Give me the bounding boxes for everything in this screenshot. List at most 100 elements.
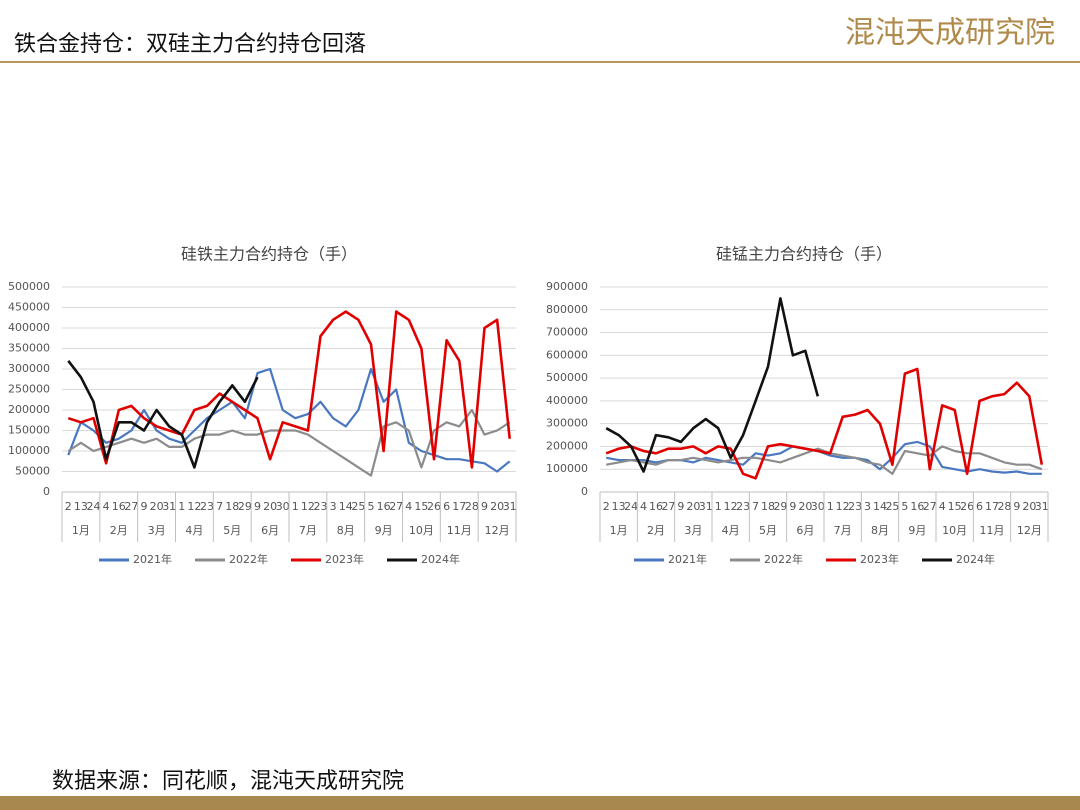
y-tick-label: 150000 <box>8 424 50 437</box>
x-tick-label: 18 <box>761 500 775 513</box>
y-tick-label: 300000 <box>8 362 50 375</box>
month-label: 12月 <box>485 524 510 537</box>
y-tick-label: 200000 <box>546 439 588 452</box>
x-tick-label: 9 <box>677 500 684 513</box>
y-tick-label: 0 <box>581 485 588 498</box>
x-tick-label: 16 <box>910 500 924 513</box>
x-tick-label: 23 <box>736 500 750 513</box>
x-tick-label: 20 <box>263 500 277 513</box>
x-tick-label: 27 <box>923 500 937 513</box>
x-tick-label: 2 <box>65 500 72 513</box>
legend-label: 2021年 <box>668 552 707 566</box>
month-label: 1月 <box>72 524 90 537</box>
x-tick-label: 27 <box>389 500 403 513</box>
y-tick-label: 450000 <box>8 301 50 314</box>
x-tick-label: 26 <box>427 500 441 513</box>
y-tick-label: 900000 <box>546 280 588 293</box>
series-line <box>67 310 511 469</box>
x-tick-label: 9 <box>1013 500 1020 513</box>
x-tick-label: 2 <box>603 500 610 513</box>
month-label: 10月 <box>942 524 967 537</box>
month-label: 3月 <box>684 524 702 537</box>
x-tick-label: 23 <box>200 500 214 513</box>
x-tick-label: 12 <box>187 500 201 513</box>
y-tick-label: 350000 <box>8 342 50 355</box>
x-tick-label: 23 <box>848 500 862 513</box>
slide-title: 铁合金持仓：双硅主力合约持仓回落 <box>14 32 366 57</box>
x-tick-label: 1 <box>178 500 185 513</box>
logo: 混沌天成研究院 <box>845 16 1055 51</box>
series-line <box>67 367 511 473</box>
x-tick-label: 1 <box>292 500 299 513</box>
x-tick-label: 3 <box>330 500 337 513</box>
x-tick-label: 16 <box>377 500 391 513</box>
month-label: 10月 <box>409 524 434 537</box>
month-label: 7月 <box>299 524 317 537</box>
x-tick-label: 1 <box>827 500 834 513</box>
chart-title: 硅铁主力合约持仓（手） <box>181 245 357 264</box>
x-tick-label: 29 <box>773 500 787 513</box>
month-label: 1月 <box>610 524 628 537</box>
x-tick-label: 4 <box>103 500 110 513</box>
y-tick-label: 250000 <box>8 383 50 396</box>
legend-label: 2023年 <box>325 552 364 566</box>
month-label: 5月 <box>223 524 241 537</box>
x-tick-label: 20 <box>150 500 164 513</box>
x-tick-label: 16 <box>112 500 126 513</box>
legend-label: 2024年 <box>421 552 460 566</box>
month-label: 6月 <box>261 524 279 537</box>
x-tick-label: 7 <box>216 500 223 513</box>
x-tick-label: 23 <box>314 500 328 513</box>
x-tick-label: 20 <box>686 500 700 513</box>
x-tick-label: 9 <box>254 500 261 513</box>
x-tick-label: 28 <box>997 500 1011 513</box>
x-tick-label: 31 <box>503 500 517 513</box>
x-tick-label: 17 <box>985 500 999 513</box>
x-tick-label: 25 <box>885 500 899 513</box>
x-tick-label: 5 <box>367 500 374 513</box>
chart-title: 硅锰主力合约持仓（手） <box>716 245 892 264</box>
x-tick-label: 20 <box>798 500 812 513</box>
month-label: 11月 <box>980 524 1005 537</box>
y-tick-label: 100000 <box>546 462 588 475</box>
footer-bar <box>0 796 1080 810</box>
x-tick-label: 18 <box>225 500 239 513</box>
x-tick-label: 9 <box>140 500 147 513</box>
series-line <box>67 360 259 469</box>
x-tick-label: 3 <box>864 500 871 513</box>
x-tick-label: 20 <box>1022 500 1036 513</box>
x-tick-label: 13 <box>74 500 88 513</box>
x-tick-label: 29 <box>238 500 252 513</box>
x-tick-label: 27 <box>124 500 138 513</box>
legend-label: 2023年 <box>860 552 899 566</box>
y-tick-label: 200000 <box>8 403 50 416</box>
month-label: 2月 <box>647 524 665 537</box>
series-line <box>605 297 820 473</box>
month-label: 3月 <box>148 524 166 537</box>
x-tick-label: 26 <box>960 500 974 513</box>
y-tick-label: 100000 <box>8 444 50 457</box>
y-tick-label: 600000 <box>546 348 588 361</box>
y-tick-label: 400000 <box>546 394 588 407</box>
x-tick-label: 9 <box>481 500 488 513</box>
legend-label: 2022年 <box>229 552 268 566</box>
y-tick-label: 800000 <box>546 303 588 316</box>
y-tick-label: 500000 <box>8 280 50 293</box>
x-tick-label: 25 <box>351 500 365 513</box>
x-tick-label: 4 <box>640 500 647 513</box>
x-tick-label: 15 <box>414 500 428 513</box>
x-tick-label: 24 <box>87 500 101 513</box>
x-tick-label: 30 <box>811 500 825 513</box>
x-tick-label: 6 <box>443 500 450 513</box>
x-tick-label: 12 <box>724 500 738 513</box>
x-tick-label: 13 <box>612 500 626 513</box>
x-tick-label: 31 <box>699 500 713 513</box>
legend-label: 2022年 <box>764 552 803 566</box>
month-label: 4月 <box>722 524 740 537</box>
month-label: 6月 <box>796 524 814 537</box>
month-label: 2月 <box>110 524 128 537</box>
x-tick-label: 16 <box>649 500 663 513</box>
month-label: 8月 <box>871 524 889 537</box>
